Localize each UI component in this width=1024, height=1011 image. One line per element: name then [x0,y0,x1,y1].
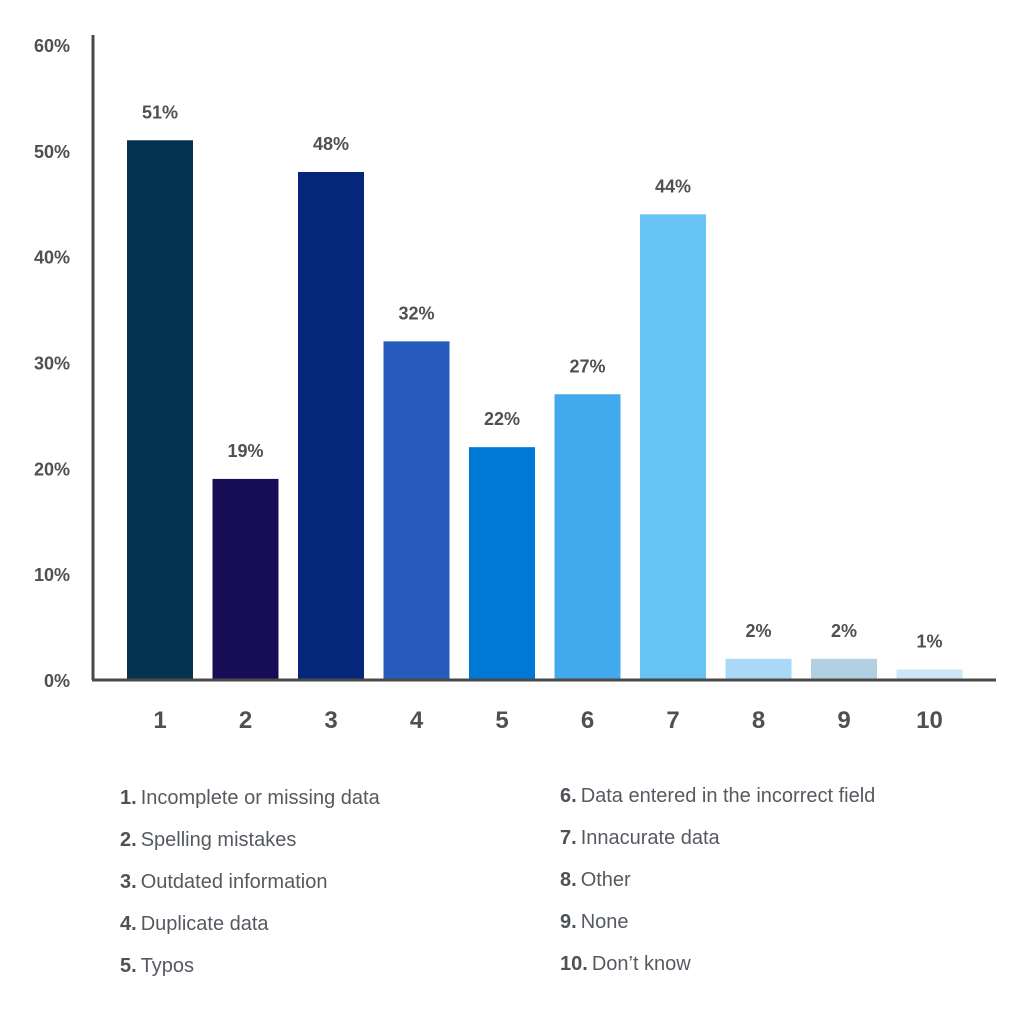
legend-item-label: Innacurate data [580,827,720,849]
x-tick-label: 7 [666,707,679,734]
legend-item-number: 7. [560,827,577,849]
x-tick-label: 6 [581,707,594,734]
bar-5 [469,447,535,680]
bar-6 [554,394,621,680]
legend-item-label: Outdated information [140,871,328,893]
legend-left-column: 1. Incomplete or missing data 2. Spelling m… [120,786,560,996]
legend-item: 7. Innacurate data [560,826,1000,868]
bar-value-label: 32% [398,303,434,323]
bar-value-labels: 51% 19% 48% 32% 22% 27% 44% 2% 2% 1% [142,102,943,651]
legend-item: 4. Duplicate data [120,912,560,954]
bar-value-label: 22% [484,409,520,429]
legend-item-number: 1. [120,787,137,809]
legend-item: 10. Don’t know [560,952,1000,994]
x-tick-label: 5 [495,707,508,734]
y-tick-label: 20% [34,459,70,479]
legend-item: 2. Spelling mistakes [120,828,560,870]
legend-item-label: Typos [140,955,195,977]
legend-item-number: 10. [560,953,588,975]
legend-item-number: 9. [560,911,577,933]
bar-value-label: 51% [142,102,178,122]
x-tick-label: 4 [410,707,424,734]
legend-item: 8. Other [560,868,1000,910]
y-tick-label: 0% [44,671,70,691]
legend-item-label: Spelling mistakes [140,829,297,851]
legend-item-label: Data entered in the incorrect field [580,785,876,807]
legend-item-number: 3. [120,871,137,893]
bar-value-label: 27% [569,356,605,376]
x-tick-label: 10 [916,707,943,734]
bar-value-label: 2% [831,621,857,641]
bar-9 [811,658,877,680]
bar-4 [383,341,450,680]
legend-item-number: 5. [120,955,137,977]
legend-item: 6. Data entered in the incorrect field [560,784,1000,826]
legend-item: 3. Outdated information [120,870,560,912]
bar-value-label: 1% [916,631,942,651]
bar-10 [896,669,963,680]
y-tick-label: 60% [34,36,70,56]
legend-item-number: 6. [560,785,577,807]
x-tick-label: 8 [752,707,765,734]
bar-value-label: 19% [227,441,263,461]
bar-2 [212,478,279,680]
legend-right-column: 6. Data entered in the incorrect field 7. I… [560,784,1000,994]
legend-item: 9. None [560,910,1000,952]
bars [127,140,963,681]
x-tick-label: 3 [324,707,337,734]
y-tick-label: 30% [34,354,70,374]
bar-value-label: 48% [313,134,349,154]
bar-8 [725,658,792,680]
legend-item-number: 4. [120,913,137,935]
bar-7 [640,214,706,681]
x-tick-label: 9 [837,707,850,734]
legend-item-label: Other [580,869,631,891]
legend-item-label: Duplicate data [140,913,269,935]
legend-item-number: 2. [120,829,137,851]
bar-value-label: 2% [745,621,771,641]
x-axis-tick-labels: 1 2 3 4 5 6 7 8 9 10 [153,707,943,734]
legend-item-label: Don’t know [591,953,691,975]
bar-1 [127,140,193,680]
legend-item: 5. Typos [120,954,560,996]
x-tick-label: 2 [239,707,252,734]
y-tick-label: 40% [34,248,70,268]
legend-item-label: Incomplete or missing data [140,787,380,809]
legend-item-number: 8. [560,869,577,891]
bar-value-label: 44% [655,176,691,196]
y-tick-label: 10% [34,565,70,585]
y-axis-tick-labels: 0% 10% 20% 30% 40% 50% 60% [34,36,70,691]
bar-chart: 0%10%20%30%40%50%60% 51%19%48%32%22%27%4… [34,35,996,734]
bar-3 [298,172,364,680]
legend-item-label: None [580,911,629,933]
y-tick-label: 50% [34,142,70,162]
x-tick-label: 1 [153,707,166,734]
legend-item: 1. Incomplete or missing data [120,786,560,828]
